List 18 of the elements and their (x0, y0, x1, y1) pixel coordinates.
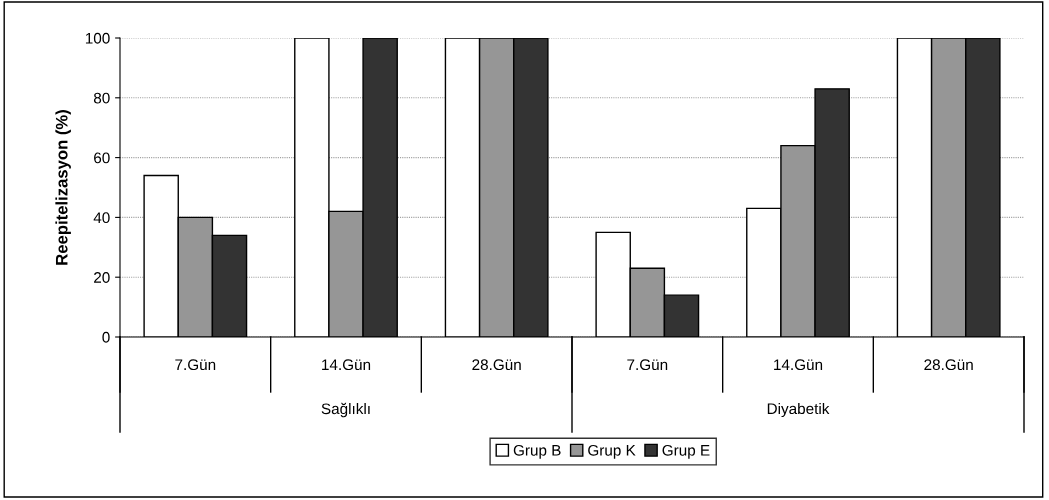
y-tick-label: 60 (94, 152, 110, 164)
y-axis-title: Reepitelizasyon (%) (55, 110, 71, 265)
text: Diyabetik (767, 402, 830, 418)
y-tick-label: 0 (102, 331, 110, 343)
x-tick-label: 28.Gün (472, 359, 521, 371)
x-tick-label: 7.Gün (175, 359, 216, 371)
text: Sağlıklı (321, 402, 370, 418)
x-tick-label: 14.Gün (322, 359, 371, 371)
y-tick-label: 80 (93, 92, 110, 104)
legend-label: Grup K (588, 444, 636, 459)
legend-label: Grup B (513, 444, 561, 459)
legend-label: Grup E (662, 444, 710, 459)
y-tick-label: 20 (94, 272, 110, 283)
x-tick-label: 7.Gün (627, 359, 668, 371)
x-tick-label: 28.Gün (924, 359, 973, 371)
x-tick-label: 14.Gün (774, 359, 823, 371)
y-tick-label: 100 (85, 32, 110, 44)
y-tick-label: 40 (93, 212, 110, 224)
